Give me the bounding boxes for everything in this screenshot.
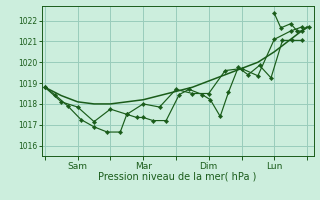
X-axis label: Pression niveau de la mer( hPa ): Pression niveau de la mer( hPa ) [99, 172, 257, 182]
